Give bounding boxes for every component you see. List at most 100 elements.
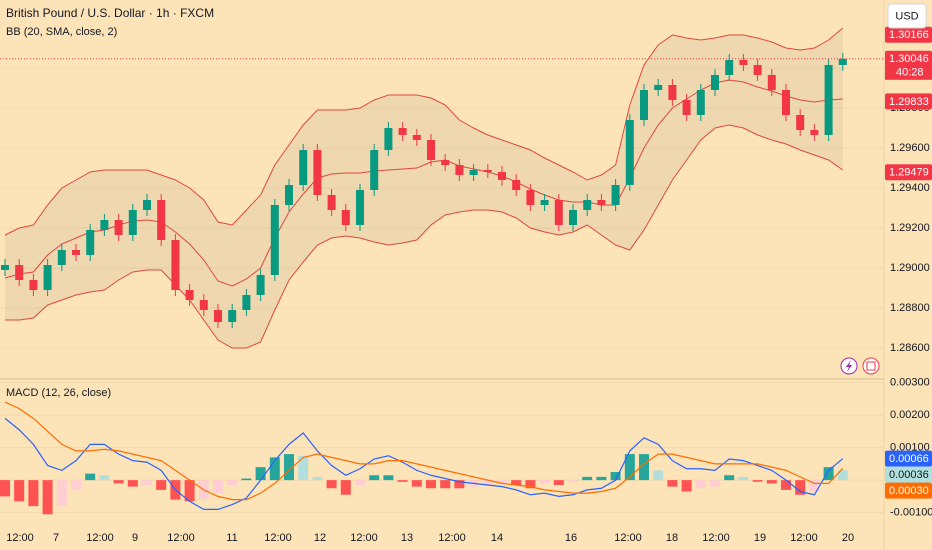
histogram-bar — [326, 480, 337, 489]
candle-body — [469, 170, 478, 175]
candle-body — [398, 128, 407, 135]
candle-body — [526, 190, 535, 205]
histogram-bar — [426, 480, 436, 489]
candle-body — [72, 250, 80, 255]
histogram-bar — [127, 480, 138, 487]
histogram-bar — [482, 480, 493, 486]
currency[interactable]: USD — [895, 10, 918, 22]
candle-body — [739, 60, 748, 65]
candle-body — [299, 150, 308, 185]
candle-body — [242, 295, 251, 310]
candle-body — [327, 195, 336, 210]
y-tick-label: 1.29200 — [890, 222, 930, 234]
candle-body — [43, 265, 52, 290]
y-tick-label: 1.28800 — [890, 302, 930, 314]
candle-body — [341, 210, 350, 225]
histogram-bar — [355, 480, 365, 486]
band-middle — [4, 79, 843, 287]
candle-body — [384, 128, 393, 150]
candle-body — [483, 170, 492, 172]
y-tick-label: 0.00300 — [890, 377, 930, 389]
macd-label: MACD (12, 26, close) — [6, 387, 111, 399]
candle-body — [228, 310, 237, 322]
histogram-bar — [639, 454, 649, 481]
histogram-bar — [213, 480, 223, 494]
price-label: 0.00066 — [889, 453, 929, 465]
x-tick-label: 18 — [666, 532, 678, 544]
price-label: 0.00036 — [889, 469, 929, 481]
candle-body — [540, 200, 549, 205]
candle-body — [711, 75, 719, 90]
histogram-bar — [42, 480, 53, 515]
x-tick-label: 13 — [401, 532, 413, 544]
y-tick-label: 0.00200 — [890, 409, 930, 421]
candle-body — [270, 205, 279, 275]
candle-body — [441, 160, 450, 165]
x-tick-label: 11 — [226, 532, 237, 544]
y-tick-label: -0.00100 — [890, 507, 932, 519]
candle-body — [427, 140, 435, 160]
candle-body — [86, 230, 95, 255]
x-tick-label: 12:00 — [350, 532, 378, 544]
x-tick-label: 20 — [842, 532, 854, 544]
histogram-bar — [667, 480, 678, 487]
candle-body — [256, 275, 265, 295]
histogram-bar — [553, 480, 564, 486]
x-tick-label: 12:00 — [702, 532, 730, 544]
x-tick-label: 12:00 — [86, 532, 114, 544]
lightning-glyph — [846, 360, 852, 372]
candle-body — [214, 310, 222, 322]
histogram-bar — [454, 480, 465, 489]
histogram-bar — [85, 473, 96, 481]
histogram-bar — [766, 480, 777, 484]
candle-body — [512, 180, 521, 190]
x-tick-label: 12:00 — [438, 532, 466, 544]
candle-body — [696, 90, 705, 115]
price-label: 1.29479 — [889, 167, 929, 179]
histogram-bar — [28, 480, 39, 507]
histogram-bar — [184, 480, 195, 502]
histogram-bar — [156, 480, 167, 490]
histogram-bar — [0, 480, 10, 497]
histogram-bar — [837, 470, 848, 481]
histogram-bar — [383, 475, 394, 481]
currency-button[interactable] — [887, 3, 927, 29]
candle-body — [114, 220, 123, 235]
histogram-bar — [113, 480, 124, 484]
histogram-bar — [539, 480, 550, 484]
candle-body — [100, 220, 109, 230]
candle-body — [682, 100, 691, 115]
candle-body — [824, 65, 833, 135]
price-label: 1.29833 — [889, 96, 929, 108]
candle-body — [157, 200, 166, 240]
candle-body — [597, 200, 606, 205]
price-label-box — [885, 50, 932, 67]
band-lower — [5, 124, 844, 349]
x-tick-label: 12:00 — [790, 532, 818, 544]
news-icon[interactable] — [862, 357, 880, 375]
histogram-bar — [695, 480, 706, 489]
price-label-box — [885, 450, 932, 467]
candle-body — [15, 265, 24, 280]
histogram-bar — [738, 476, 749, 481]
x-tick-label: 12:00 — [614, 532, 642, 544]
candle-body — [796, 115, 805, 130]
news-glyph — [866, 361, 876, 371]
histogram-bar — [142, 480, 152, 486]
x-tick-label: 16 — [565, 532, 577, 544]
candle-body — [554, 200, 563, 225]
histogram-bar — [411, 480, 422, 487]
histogram-bar — [568, 480, 578, 482]
macd-line — [4, 417, 844, 510]
histogram-bar — [99, 475, 110, 481]
candle-body — [455, 165, 464, 175]
candle-body — [313, 150, 322, 195]
histogram-bar — [653, 470, 664, 481]
chart-title: British Pound / U.S. Dollar · 1h · FXCM — [6, 6, 214, 20]
countdown-box — [885, 65, 932, 80]
x-tick-label: 7 — [53, 532, 59, 544]
histogram-bar — [624, 454, 635, 481]
candle-body — [143, 200, 151, 210]
